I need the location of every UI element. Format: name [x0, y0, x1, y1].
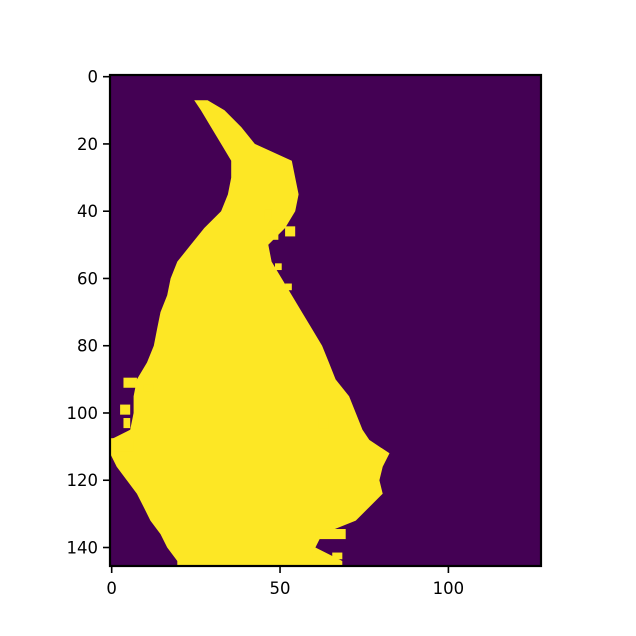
mask-island — [318, 418, 329, 429]
mask-island — [285, 226, 296, 237]
x-tick-label: 0 — [106, 579, 117, 598]
mask-region — [110, 100, 390, 566]
mask-island — [123, 377, 137, 388]
y-tick-label: 40 — [77, 202, 98, 221]
y-tick-label: 100 — [67, 404, 99, 423]
axes-frame — [108, 73, 543, 568]
y-axis: 0 20 40 60 80 100 120 140 — [67, 68, 110, 558]
y-tick-label: 0 — [88, 68, 99, 87]
mask-layer — [110, 100, 390, 566]
x-tick-label: 100 — [433, 579, 465, 598]
y-tick-label: 140 — [67, 539, 99, 558]
mask-island — [274, 263, 282, 271]
x-axis: 0 50 100 — [106, 566, 464, 598]
y-tick-label: 60 — [77, 269, 98, 288]
mask-island — [123, 418, 131, 429]
y-tick-label: 20 — [77, 135, 98, 154]
mask-island — [110, 438, 134, 452]
mask-island — [285, 283, 292, 291]
mask-island — [264, 209, 272, 220]
mask-island — [143, 384, 154, 392]
plot-area — [108, 73, 543, 568]
mask-island — [332, 552, 343, 560]
x-tick-label: 50 — [270, 579, 291, 598]
mask-island — [312, 552, 323, 560]
mask-island — [120, 404, 131, 415]
y-tick-label: 120 — [67, 471, 99, 490]
mask-island — [268, 229, 279, 240]
y-tick-label: 80 — [77, 337, 98, 356]
mask-island — [315, 529, 346, 540]
